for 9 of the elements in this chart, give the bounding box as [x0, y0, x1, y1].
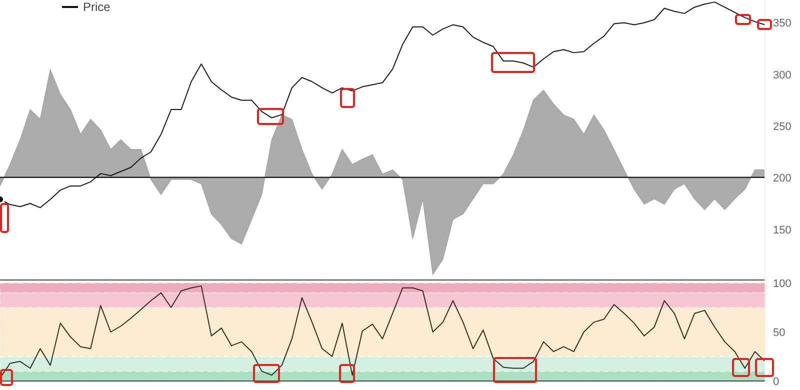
y-tick-label: 300: [773, 69, 792, 82]
y-tick-label: 0: [773, 376, 780, 388]
y-tick-label: 350: [773, 18, 792, 30]
y-tick-label: 50: [773, 326, 786, 339]
y-tick-label: 200: [773, 172, 792, 185]
y-tick-label: 150: [773, 224, 792, 236]
y-tick-label: 250: [773, 120, 792, 133]
legend-label: Price: [83, 0, 110, 14]
y-tick-label: 100: [773, 278, 792, 290]
